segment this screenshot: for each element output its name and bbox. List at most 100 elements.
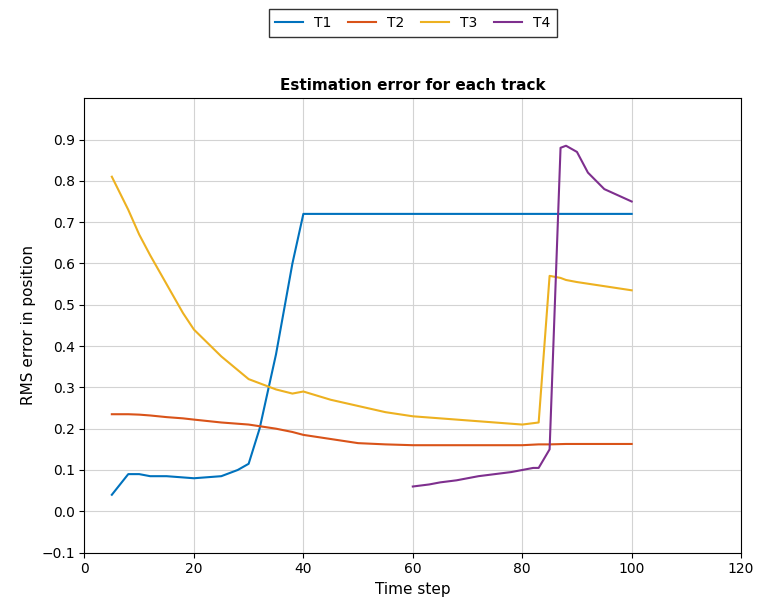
T4	[474, 473, 483, 480]
T1	[217, 473, 226, 480]
T4	[572, 148, 581, 155]
T3	[435, 414, 445, 422]
T1	[244, 460, 253, 467]
T1	[162, 473, 171, 480]
T4	[409, 483, 418, 490]
T4	[534, 464, 543, 472]
T2	[271, 425, 280, 432]
T1	[134, 470, 144, 478]
Legend: T1, T2, T3, T4: T1, T2, T3, T4	[269, 9, 557, 37]
Line: T1: T1	[112, 214, 631, 495]
T3	[627, 287, 636, 294]
T1	[178, 474, 187, 481]
T1	[572, 210, 581, 217]
T1	[545, 210, 554, 217]
T4	[452, 476, 461, 484]
T2	[409, 441, 418, 449]
T2	[627, 440, 636, 448]
T1	[353, 210, 362, 217]
T3	[326, 396, 336, 403]
T1	[561, 210, 571, 217]
T1	[146, 473, 155, 480]
T4	[561, 142, 571, 149]
T4	[507, 468, 516, 476]
T2	[217, 419, 226, 426]
T1	[326, 210, 336, 217]
X-axis label: Time step: Time step	[375, 582, 451, 597]
T2	[518, 441, 527, 449]
T2	[600, 440, 609, 448]
T4	[528, 464, 538, 472]
T1	[189, 475, 198, 482]
T3	[108, 173, 117, 181]
T1	[124, 470, 133, 478]
T3	[288, 390, 297, 397]
T1	[518, 210, 527, 217]
T1	[534, 210, 543, 217]
Y-axis label: RMS error in position: RMS error in position	[21, 246, 35, 405]
T2	[134, 411, 144, 418]
T4	[463, 475, 472, 482]
T2	[326, 435, 336, 443]
T1	[233, 466, 242, 473]
T3	[189, 326, 198, 333]
T2	[572, 440, 581, 448]
T1	[288, 260, 297, 267]
T3	[556, 274, 565, 282]
T3	[463, 417, 472, 424]
T3	[534, 419, 543, 426]
T1	[463, 210, 472, 217]
T4	[545, 446, 554, 453]
Line: T3: T3	[112, 177, 631, 424]
T3	[600, 282, 609, 290]
T4	[490, 470, 499, 478]
T4	[627, 198, 636, 205]
T1	[381, 210, 390, 217]
T1	[600, 210, 609, 217]
Line: T2: T2	[112, 414, 631, 445]
T3	[178, 309, 187, 317]
T2	[561, 440, 571, 448]
T2	[124, 411, 133, 418]
T2	[299, 431, 308, 438]
T3	[271, 386, 280, 393]
T1	[435, 210, 445, 217]
T4	[600, 185, 609, 193]
T1	[200, 474, 210, 481]
T3	[134, 231, 144, 238]
T3	[244, 375, 253, 383]
T3	[409, 413, 418, 420]
T3	[381, 408, 390, 416]
T2	[534, 441, 543, 448]
T3	[124, 206, 133, 214]
Line: T4: T4	[413, 146, 631, 486]
T3	[162, 281, 171, 288]
T2	[189, 416, 198, 423]
T4	[556, 144, 565, 152]
T2	[108, 411, 117, 418]
T4	[584, 169, 593, 176]
T3	[299, 388, 308, 395]
T4	[435, 479, 445, 486]
T3	[561, 276, 571, 284]
T3	[518, 421, 527, 428]
T2	[178, 414, 187, 422]
T3	[217, 352, 226, 360]
T2	[146, 412, 155, 419]
T1	[271, 351, 280, 358]
Title: Estimation error for each track: Estimation error for each track	[280, 78, 545, 93]
T2	[490, 441, 499, 449]
T2	[244, 421, 253, 428]
T3	[490, 419, 499, 426]
T1	[490, 210, 499, 217]
T3	[146, 252, 155, 259]
T3	[353, 402, 362, 410]
T2	[545, 441, 554, 448]
T2	[463, 441, 472, 449]
T3	[545, 272, 554, 279]
T4	[518, 466, 527, 473]
T1	[108, 491, 117, 499]
T4	[425, 481, 434, 488]
T1	[310, 210, 319, 217]
T2	[162, 413, 171, 421]
